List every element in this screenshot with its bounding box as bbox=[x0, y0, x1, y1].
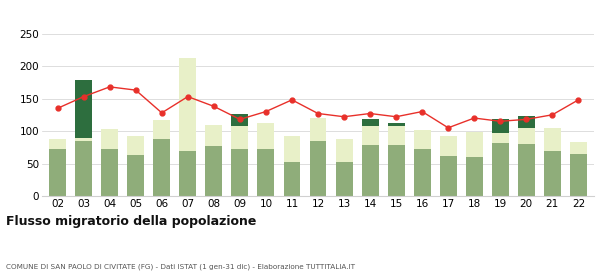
Bar bbox=[205, 125, 223, 146]
Bar bbox=[49, 149, 66, 196]
Bar bbox=[413, 130, 431, 149]
Bar bbox=[492, 143, 509, 196]
Bar bbox=[492, 119, 509, 133]
Bar bbox=[466, 157, 482, 196]
Bar bbox=[284, 136, 301, 162]
Bar bbox=[75, 137, 92, 141]
Bar bbox=[232, 149, 248, 196]
Bar bbox=[127, 155, 144, 196]
Bar bbox=[492, 133, 509, 143]
Bar bbox=[232, 126, 248, 149]
Bar bbox=[257, 123, 274, 149]
Bar bbox=[101, 149, 118, 196]
Bar bbox=[544, 151, 561, 196]
Bar bbox=[205, 146, 223, 196]
Bar bbox=[75, 141, 92, 196]
Bar bbox=[440, 156, 457, 196]
Bar bbox=[544, 128, 561, 151]
Bar bbox=[232, 114, 248, 126]
Bar bbox=[570, 154, 587, 196]
Bar bbox=[388, 145, 404, 196]
Bar bbox=[127, 136, 144, 155]
Bar bbox=[75, 80, 92, 137]
Bar bbox=[335, 139, 353, 162]
Bar bbox=[310, 141, 326, 196]
Bar bbox=[518, 128, 535, 144]
Bar bbox=[257, 149, 274, 196]
Bar bbox=[154, 139, 170, 196]
Bar bbox=[310, 118, 326, 141]
Bar bbox=[570, 142, 587, 154]
Bar bbox=[154, 120, 170, 139]
Bar bbox=[179, 151, 196, 196]
Bar bbox=[518, 116, 535, 128]
Bar bbox=[466, 132, 482, 157]
Bar bbox=[362, 126, 379, 145]
Bar bbox=[101, 129, 118, 149]
Bar bbox=[284, 162, 301, 196]
Text: COMUNE DI SAN PAOLO DI CIVITATE (FG) - Dati ISTAT (1 gen-31 dic) - Elaborazione : COMUNE DI SAN PAOLO DI CIVITATE (FG) - D… bbox=[6, 264, 355, 270]
Text: Flusso migratorio della popolazione: Flusso migratorio della popolazione bbox=[6, 215, 256, 228]
Bar bbox=[49, 139, 66, 149]
Bar bbox=[413, 149, 431, 196]
Bar bbox=[362, 145, 379, 196]
Bar bbox=[388, 126, 404, 145]
Bar bbox=[518, 144, 535, 196]
Bar bbox=[362, 119, 379, 126]
Bar bbox=[440, 136, 457, 156]
Bar bbox=[388, 123, 404, 126]
Bar bbox=[335, 162, 353, 196]
Bar bbox=[179, 58, 196, 151]
